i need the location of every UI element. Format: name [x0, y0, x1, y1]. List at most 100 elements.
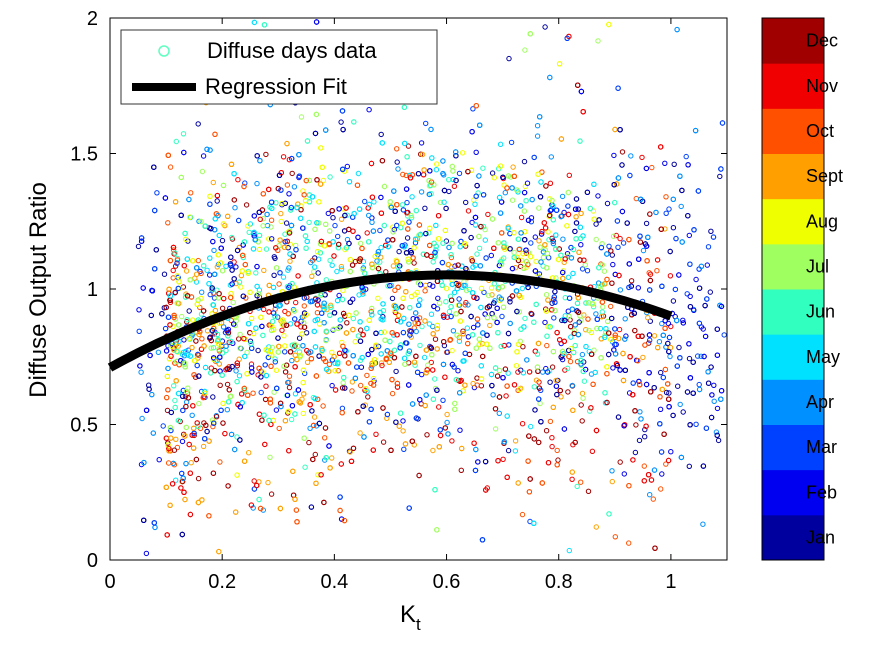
data-point [494, 373, 501, 379]
colorbar-label: May [806, 347, 840, 367]
data-point [718, 303, 725, 310]
data-point [275, 335, 281, 341]
data-point [480, 330, 486, 336]
data-point [233, 264, 239, 270]
data-point [602, 334, 608, 340]
data-point [320, 177, 326, 184]
data-point [263, 347, 269, 353]
data-point [536, 271, 543, 277]
data-point [568, 345, 574, 352]
data-point [480, 223, 487, 230]
data-point [296, 335, 303, 341]
data-point [400, 329, 407, 336]
data-point [593, 236, 599, 243]
data-point [304, 138, 311, 144]
data-point [534, 351, 541, 357]
data-point [246, 229, 252, 236]
data-point [174, 257, 181, 263]
data-point [704, 262, 710, 268]
data-point [137, 363, 143, 369]
data-point [372, 253, 378, 260]
data-point [295, 201, 301, 207]
colorbar-label: Jan [806, 527, 835, 547]
data-point [210, 345, 217, 351]
data-point [289, 403, 296, 409]
data-point [384, 411, 391, 418]
data-point [281, 244, 288, 251]
data-point [395, 284, 401, 290]
data-point [458, 377, 464, 384]
data-point [581, 312, 587, 318]
data-point [449, 240, 455, 247]
data-point [288, 416, 295, 423]
data-point [339, 405, 346, 411]
data-point [228, 262, 234, 269]
data-point [339, 296, 346, 303]
data-point [168, 427, 174, 434]
data-point [588, 351, 595, 357]
data-point [525, 284, 531, 291]
data-point [224, 407, 231, 413]
data-point [181, 337, 187, 343]
data-point [708, 364, 714, 370]
data-point [219, 237, 226, 244]
data-point [552, 307, 558, 314]
data-point [394, 380, 401, 387]
data-point [366, 107, 372, 113]
data-point [267, 396, 273, 402]
data-point [474, 251, 480, 257]
data-point [549, 235, 555, 242]
data-point [636, 437, 643, 444]
data-point [250, 390, 256, 396]
data-point [191, 372, 197, 378]
data-point [453, 153, 459, 159]
data-point [620, 377, 627, 384]
data-point [525, 261, 531, 268]
data-point [162, 195, 169, 201]
data-point [558, 394, 564, 400]
data-point [434, 326, 440, 332]
data-point [211, 355, 217, 361]
data-point [714, 432, 720, 438]
data-point [478, 223, 484, 230]
data-point [571, 349, 577, 356]
data-point [337, 507, 343, 514]
data-point [635, 358, 641, 364]
data-point [331, 353, 337, 360]
data-point [208, 370, 214, 376]
data-point [219, 342, 225, 348]
data-point [411, 260, 417, 266]
data-point [384, 415, 390, 421]
data-point [608, 336, 614, 343]
data-point [260, 216, 266, 222]
data-point [414, 289, 420, 296]
data-point [234, 472, 240, 478]
data-point [184, 293, 191, 299]
data-point [282, 239, 288, 245]
data-point [439, 282, 445, 288]
data-point [202, 436, 208, 442]
data-point [266, 417, 272, 424]
data-point [667, 353, 673, 360]
data-point [302, 464, 308, 470]
data-point [528, 310, 534, 317]
data-point [695, 353, 701, 359]
data-point [298, 215, 304, 222]
data-point [414, 369, 421, 375]
data-point [647, 277, 654, 284]
data-point [577, 224, 584, 231]
data-point [526, 433, 532, 439]
data-point [172, 199, 179, 205]
data-point [259, 417, 265, 423]
data-point [365, 351, 371, 358]
data-point [509, 185, 515, 191]
data-point [368, 406, 374, 412]
data-point [466, 286, 472, 293]
data-point [455, 281, 462, 287]
data-point [143, 407, 150, 413]
data-point [628, 278, 635, 284]
data-point [356, 206, 363, 212]
data-point [424, 252, 430, 258]
data-point [547, 418, 554, 425]
data-point [604, 200, 611, 207]
